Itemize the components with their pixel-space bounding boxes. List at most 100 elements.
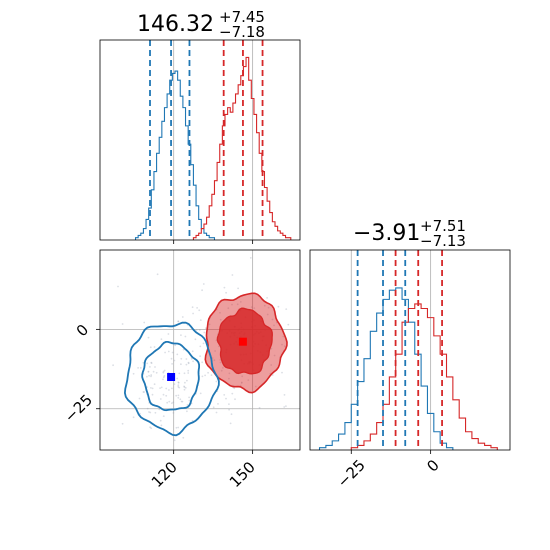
scatter-point-red (218, 345, 220, 348)
scatter-point-blue (177, 394, 180, 397)
scatter-point-red (241, 375, 244, 378)
scatter-point-red (146, 407, 149, 410)
scatter-point-blue (150, 427, 153, 430)
scatter-point-blue (162, 371, 165, 374)
title-param2-minus: −7.13 (420, 232, 466, 250)
scatter-point-red (236, 303, 239, 306)
scatter-point-red (250, 306, 253, 308)
scatter-point-red (219, 359, 222, 361)
scatter-point-blue (162, 393, 165, 396)
scatter-point-blue (181, 400, 184, 403)
scatter-point-blue (143, 391, 146, 393)
scatter-point-blue (160, 424, 163, 427)
scatter-point-red (283, 406, 286, 408)
scatter-point-red (214, 350, 217, 352)
scatter-point-blue (177, 381, 180, 384)
scatter-point-blue (163, 369, 166, 372)
scatter-point-blue (162, 378, 164, 381)
scatter-point-blue (178, 386, 181, 389)
scatter-point-blue (174, 344, 177, 347)
scatter-point-blue (167, 350, 170, 353)
scatter-point-blue (149, 411, 152, 414)
scatter-point-blue (199, 392, 202, 395)
scatter-point-blue (151, 393, 154, 396)
xtick-label-p2-0: 0 (423, 456, 442, 475)
scatter-point-red (199, 345, 202, 348)
scatter-point-blue (204, 374, 207, 377)
scatter-point-blue (159, 387, 162, 389)
scatter-point-blue (171, 402, 173, 405)
scatter-point-blue (121, 422, 124, 425)
scatter-point-blue (175, 394, 178, 397)
scatter-point-blue (180, 357, 183, 360)
scatter-point-blue (147, 336, 150, 339)
scatter-point-blue (178, 372, 181, 375)
scatter-point-red (231, 303, 233, 306)
scatter-point-red (240, 381, 243, 384)
scatter-point-red (220, 369, 223, 372)
scatter-point-red (215, 380, 218, 383)
scatter-point-blue (177, 384, 180, 387)
scatter-point-blue (184, 387, 187, 389)
scatter-point-blue (165, 387, 168, 390)
scatter-point-red (231, 392, 234, 395)
scatter-point-blue (194, 338, 197, 341)
scatter-point-red (223, 394, 226, 396)
scatter-point-blue (186, 379, 188, 382)
scatter-point-blue (183, 388, 186, 391)
scatter-point-blue (162, 376, 165, 379)
scatter-point-blue (270, 364, 273, 366)
title-param1-minus: −7.18 (219, 23, 265, 41)
scatter-point-blue (184, 381, 186, 384)
scatter-point-red (231, 274, 234, 276)
scatter-point-red (198, 309, 201, 312)
scatter-point-red (201, 289, 204, 292)
scatter-point-blue (139, 367, 142, 369)
title-param1-median: 146.32 (137, 12, 214, 37)
scatter-point-blue (180, 363, 182, 366)
scatter-point-blue (153, 346, 156, 348)
scatter-point-red (213, 359, 216, 362)
scatter-point-blue (195, 329, 198, 331)
scatter-point-blue (156, 273, 159, 276)
scatter-point-blue (173, 383, 176, 385)
scatter-point-blue (185, 363, 188, 366)
scatter-point-blue (181, 316, 184, 318)
scatter-point-blue (202, 342, 205, 345)
scatter-point-blue (147, 371, 150, 373)
scatter-point-blue (167, 333, 170, 335)
scatter-point-blue (212, 406, 215, 409)
scatter-point-red (223, 286, 226, 289)
scatter-point-blue (150, 362, 153, 364)
joint-frame (99, 249, 301, 451)
xtick-label-p1-150: 150 (226, 458, 259, 491)
scatter-point-blue (180, 334, 182, 336)
scatter-point-blue (177, 426, 180, 429)
scatter-point-blue (186, 410, 188, 413)
scatter-point-red (277, 305, 280, 308)
scatter-point-blue (198, 329, 201, 331)
scatter-point-blue (176, 377, 179, 380)
scatter-point-blue (164, 351, 167, 354)
scatter-point-red (285, 405, 287, 407)
scatter-point-blue (160, 338, 163, 341)
scatter-point-red (234, 398, 236, 401)
scatter-point-blue (187, 372, 190, 374)
scatter-point-blue (160, 386, 163, 389)
scatter-point-red (225, 397, 227, 400)
scatter-point-red (228, 403, 230, 405)
scatter-point-red (287, 323, 290, 326)
scatter-point-blue (171, 351, 174, 354)
scatter-point-blue (219, 318, 222, 321)
scatter-point-blue (199, 319, 202, 321)
scatter-point-blue (143, 321, 146, 324)
scatter-point-red (205, 327, 207, 330)
scatter-point-blue (132, 372, 135, 375)
ytick-label-p2-neg25: −25 (61, 391, 96, 426)
scatter-point-red (227, 307, 230, 310)
xtick-label-p1-120: 120 (148, 458, 181, 491)
scatter-point-blue (172, 412, 175, 414)
histogram-p1-blue (134, 70, 216, 240)
scatter-point-red (263, 304, 266, 307)
scatter-point-red (239, 384, 242, 387)
